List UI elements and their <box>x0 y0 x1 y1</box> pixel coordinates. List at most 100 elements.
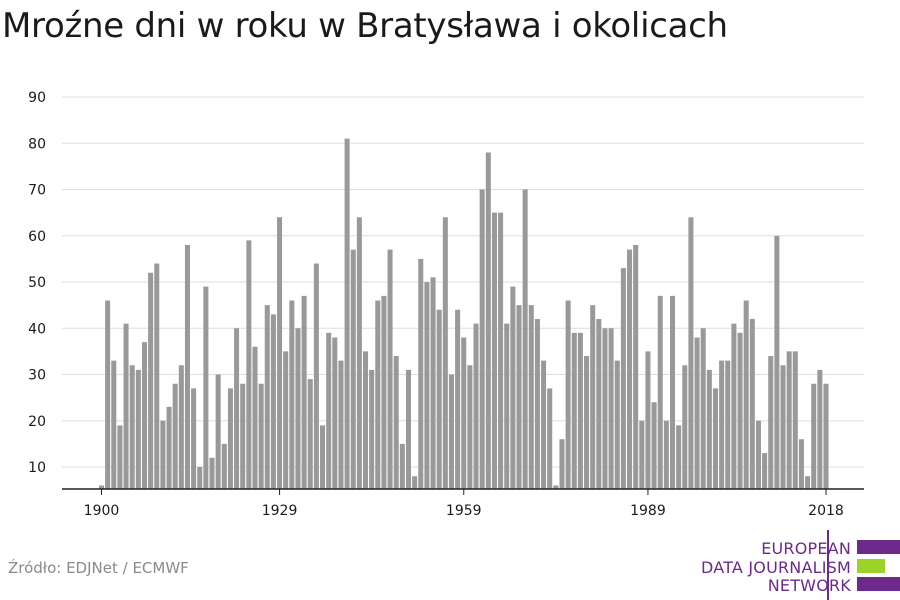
bar <box>755 420 761 489</box>
bar <box>657 295 663 489</box>
bar <box>240 383 246 489</box>
bar <box>547 388 553 489</box>
logo-divider <box>827 530 829 600</box>
bar <box>227 388 233 489</box>
bar <box>614 360 620 489</box>
bar <box>565 300 571 489</box>
bar <box>491 212 497 489</box>
bar <box>700 328 706 489</box>
bar <box>326 332 332 489</box>
bar <box>289 300 295 489</box>
bar <box>412 476 418 489</box>
bar <box>719 360 725 489</box>
bar <box>805 476 811 489</box>
logo-text-european: EUROPEAN <box>761 539 851 558</box>
y-tick-label: 30 <box>28 368 46 384</box>
bar <box>528 305 534 489</box>
bar <box>387 249 393 489</box>
bar <box>762 453 768 489</box>
bar <box>516 305 522 489</box>
bar <box>148 272 154 489</box>
bar <box>633 245 639 489</box>
bar <box>694 337 700 489</box>
bar <box>332 337 338 489</box>
bar <box>627 249 633 489</box>
bar <box>768 356 774 489</box>
x-tick-label: 1929 <box>262 503 298 519</box>
bar <box>197 467 203 489</box>
bar <box>639 420 645 489</box>
bar <box>559 439 565 489</box>
bar <box>178 365 184 489</box>
bar <box>209 457 215 489</box>
y-tick-label: 80 <box>28 136 46 152</box>
bar <box>375 300 381 489</box>
bar <box>467 365 473 489</box>
y-tick-label: 90 <box>28 90 46 106</box>
bar <box>123 323 129 489</box>
bar <box>160 420 166 489</box>
bar <box>320 425 326 489</box>
bar <box>774 235 780 489</box>
y-tick-label: 70 <box>28 183 46 199</box>
bar <box>381 295 387 489</box>
bar <box>448 374 454 489</box>
bar <box>571 332 577 489</box>
bar <box>191 388 197 489</box>
bar <box>645 351 651 489</box>
y-tick-label: 50 <box>28 275 46 291</box>
bar <box>295 328 301 489</box>
bar <box>553 485 559 489</box>
logo-bar-green <box>857 559 885 573</box>
bar <box>215 374 221 489</box>
bar <box>405 369 412 489</box>
bar <box>811 383 817 489</box>
bar <box>135 369 141 489</box>
bar <box>277 217 283 489</box>
bar <box>424 282 430 489</box>
bar <box>461 337 467 489</box>
bar <box>436 309 442 489</box>
bar <box>522 189 528 489</box>
bar <box>418 258 424 489</box>
bar <box>682 365 688 489</box>
bar <box>141 342 147 489</box>
bar <box>344 138 350 489</box>
y-tick-label: 40 <box>28 321 46 337</box>
source-note: Źródło: EDJNet / ECMWF <box>8 559 189 577</box>
bar <box>154 263 160 489</box>
bar <box>737 332 743 489</box>
bar <box>798 439 804 489</box>
bar <box>596 319 602 489</box>
x-tick-label: 1959 <box>446 503 482 519</box>
bar <box>105 300 111 489</box>
bar <box>651 402 657 489</box>
bar <box>338 360 344 489</box>
bar <box>676 425 682 489</box>
bar <box>313 263 319 489</box>
logo-text-data-journalism: DATA JOURNALISM <box>701 558 851 577</box>
bar <box>369 369 375 489</box>
bar <box>780 365 786 489</box>
bar <box>584 356 590 489</box>
bar <box>301 295 307 489</box>
edjnet-logo: EUROPEAN DATA JOURNALISM NETWORK <box>700 530 900 600</box>
bar <box>455 309 461 489</box>
bar <box>270 314 276 489</box>
bar <box>98 485 105 489</box>
bar <box>590 305 596 489</box>
x-tick-label: 1900 <box>84 503 120 519</box>
bar <box>669 295 676 489</box>
bar <box>749 319 755 489</box>
bar <box>221 443 227 489</box>
bar <box>442 217 448 489</box>
bar <box>430 277 436 489</box>
bar <box>620 268 626 489</box>
y-tick-label: 20 <box>28 414 46 430</box>
bar <box>485 152 491 489</box>
bar <box>234 328 240 489</box>
bar <box>823 383 829 489</box>
bar <box>504 323 510 489</box>
bar <box>725 360 731 489</box>
